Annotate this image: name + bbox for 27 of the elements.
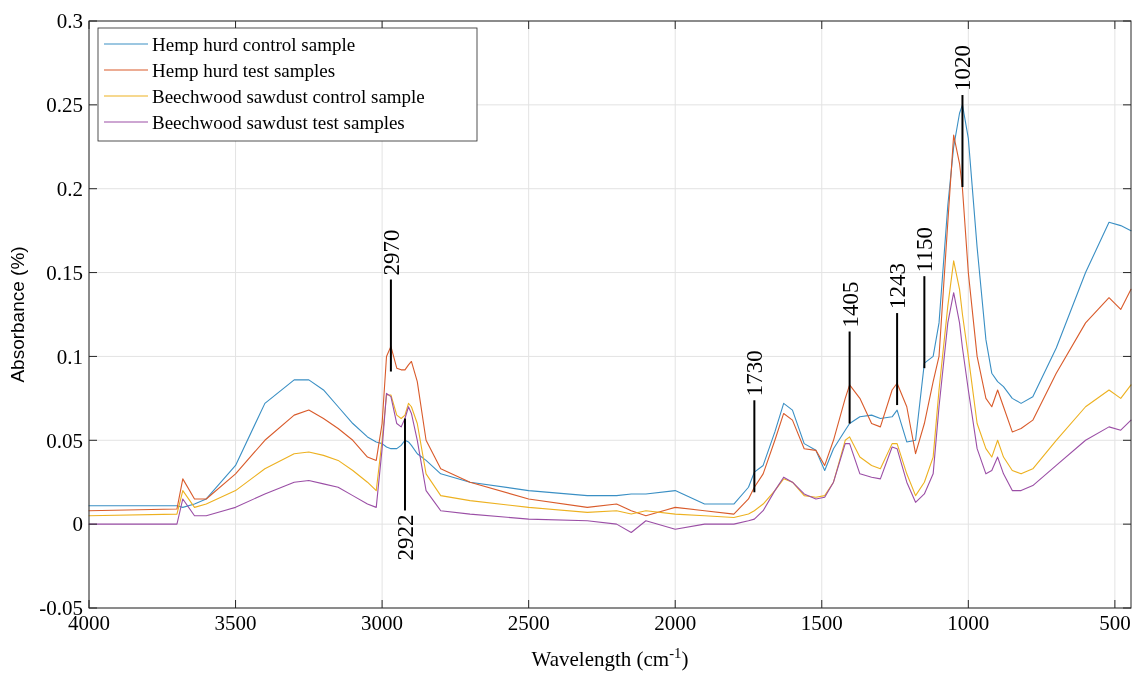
x-axis-title: Wavelength (cm$^{-1}$): [531, 645, 689, 671]
legend-label: Beechwood sawdust test samples: [152, 111, 405, 133]
x-tick-label: 3000: [361, 611, 404, 635]
y-tick-label: 0.1: [56, 344, 83, 369]
annotation: 1243: [885, 263, 911, 310]
legend-label: Beechwood sawdust control sample: [152, 85, 425, 107]
x-tick-label: 2500: [507, 611, 550, 635]
legend-label: Hemp hurd control sample: [152, 33, 356, 55]
annotation: 1150: [912, 227, 938, 273]
legend-label: Hemp hurd test samples: [152, 59, 336, 81]
x-tick-label: 3500: [214, 611, 257, 635]
y-tick-label: 0.05: [46, 428, 83, 453]
x-tick-label: 2000: [654, 611, 697, 635]
annotation: 2922: [392, 514, 418, 561]
y-tick-label: 0.2: [56, 177, 83, 202]
y-tick-label: 0.15: [46, 260, 83, 285]
annotation: 1020: [950, 45, 976, 92]
y-tick-label: 0.25: [46, 93, 83, 118]
annotation: 1405: [837, 281, 863, 328]
annotation: 1730: [742, 350, 768, 397]
annotation: 2970: [378, 229, 404, 276]
y-tick-label: 0: [72, 512, 83, 537]
x-tick-label: 1000: [947, 611, 990, 635]
x-tick-label: 500: [1099, 611, 1131, 635]
x-tick-label: 1500: [800, 611, 843, 635]
y-tick-label: 0.3: [56, 9, 83, 34]
y-axis-title: Absorbance (%): [7, 246, 28, 383]
